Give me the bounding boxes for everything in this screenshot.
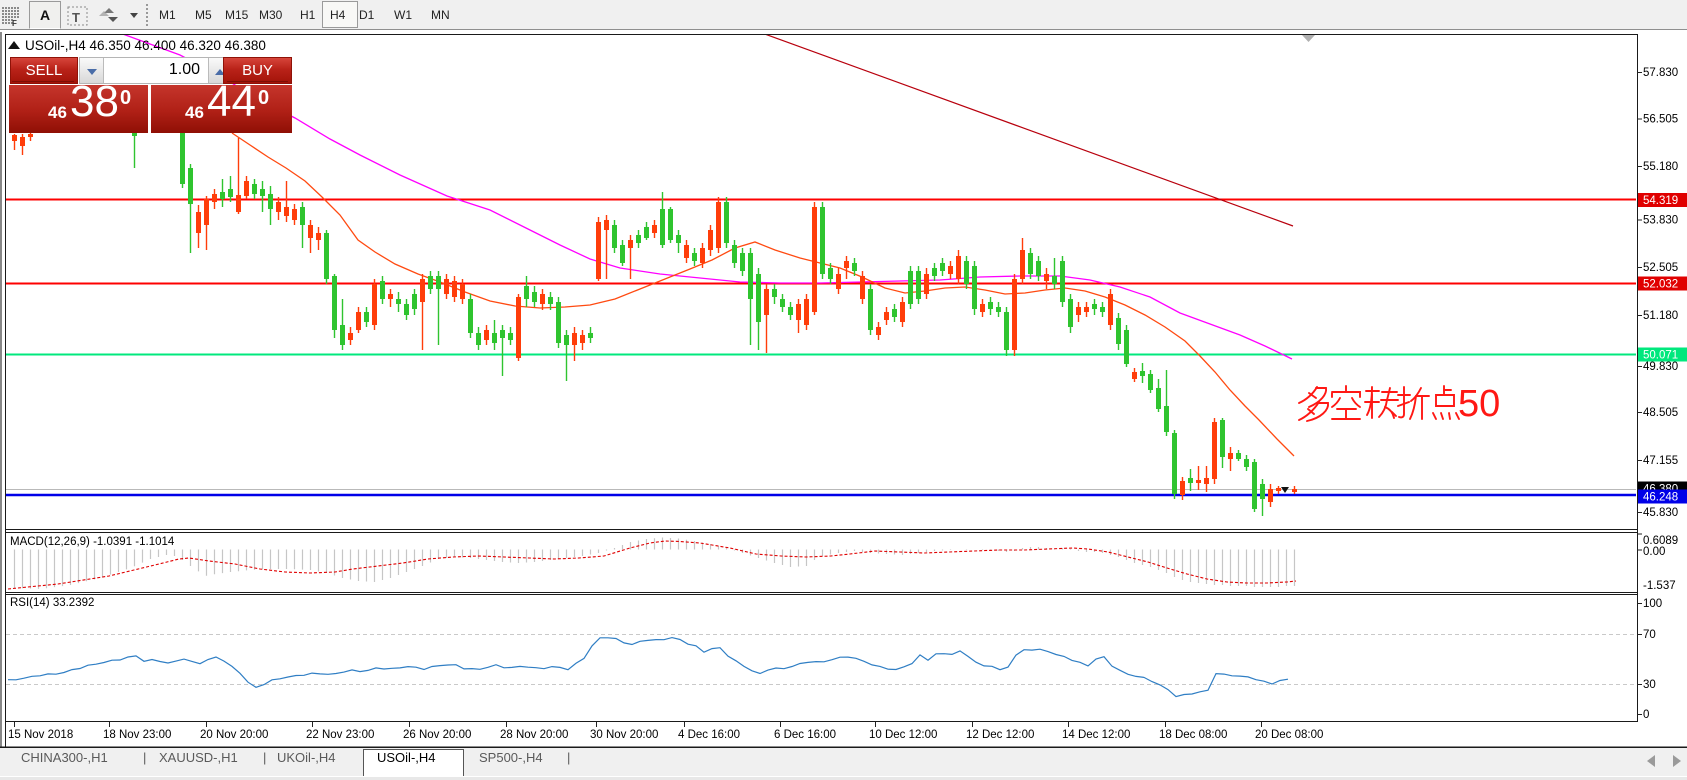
svg-text:6 Dec 16:00: 6 Dec 16:00 <box>774 729 836 741</box>
svg-text:50: 50 <box>1458 383 1500 425</box>
svg-text:18 Dec 08:00: 18 Dec 08:00 <box>1159 729 1227 741</box>
svg-text:47.155: 47.155 <box>1643 455 1678 467</box>
svg-text:0: 0 <box>1643 709 1649 721</box>
svg-text:50.071: 50.071 <box>1643 350 1678 362</box>
svg-text:55.180: 55.180 <box>1643 161 1678 173</box>
svg-text:USOil-,H4 46.350 46.400 46.32: USOil-,H4 46.350 46.400 46.320 46.380 <box>25 38 266 53</box>
svg-text:15 Nov 2018: 15 Nov 2018 <box>8 729 73 741</box>
svg-text:56.505: 56.505 <box>1643 114 1678 126</box>
svg-text:28 Nov 20:00: 28 Nov 20:00 <box>500 729 568 741</box>
svg-text:12 Dec 12:00: 12 Dec 12:00 <box>966 729 1034 741</box>
svg-text:52.505: 52.505 <box>1643 262 1678 274</box>
svg-text:4 Dec 16:00: 4 Dec 16:00 <box>678 729 740 741</box>
svg-text:100: 100 <box>1643 598 1662 610</box>
svg-text:57.830: 57.830 <box>1643 67 1678 79</box>
svg-text:70: 70 <box>1643 629 1656 641</box>
svg-text:49.830: 49.830 <box>1643 361 1678 373</box>
svg-text:0.00: 0.00 <box>1643 546 1665 558</box>
svg-text:MACD(12,26,9) -1.0391 -1.1014: MACD(12,26,9) -1.0391 -1.1014 <box>10 536 175 548</box>
svg-text:51.180: 51.180 <box>1643 310 1678 322</box>
svg-text:20 Dec 08:00: 20 Dec 08:00 <box>1255 729 1323 741</box>
svg-text:30 Nov 20:00: 30 Nov 20:00 <box>590 729 658 741</box>
svg-text:T: T <box>72 10 80 25</box>
svg-text:52.032: 52.032 <box>1643 279 1678 291</box>
svg-text:14 Dec 12:00: 14 Dec 12:00 <box>1062 729 1130 741</box>
svg-text:20 Nov 20:00: 20 Nov 20:00 <box>200 729 268 741</box>
svg-text:0.6089: 0.6089 <box>1643 535 1678 547</box>
svg-text:54.319: 54.319 <box>1643 195 1678 207</box>
svg-text:46.248: 46.248 <box>1643 492 1678 504</box>
svg-text:26 Nov 20:00: 26 Nov 20:00 <box>403 729 471 741</box>
svg-text:48.505: 48.505 <box>1643 407 1678 419</box>
svg-text:53.830: 53.830 <box>1643 215 1678 227</box>
svg-text:30: 30 <box>1643 679 1656 691</box>
svg-text:-1.537: -1.537 <box>1643 580 1676 592</box>
svg-text:45.830: 45.830 <box>1643 507 1678 519</box>
svg-text:18 Nov 23:00: 18 Nov 23:00 <box>103 729 171 741</box>
svg-text:22 Nov 23:00: 22 Nov 23:00 <box>306 729 374 741</box>
svg-text:RSI(14) 33.2392: RSI(14) 33.2392 <box>10 597 94 609</box>
svg-text:F: F <box>12 19 17 28</box>
svg-text:10 Dec 12:00: 10 Dec 12:00 <box>869 729 937 741</box>
